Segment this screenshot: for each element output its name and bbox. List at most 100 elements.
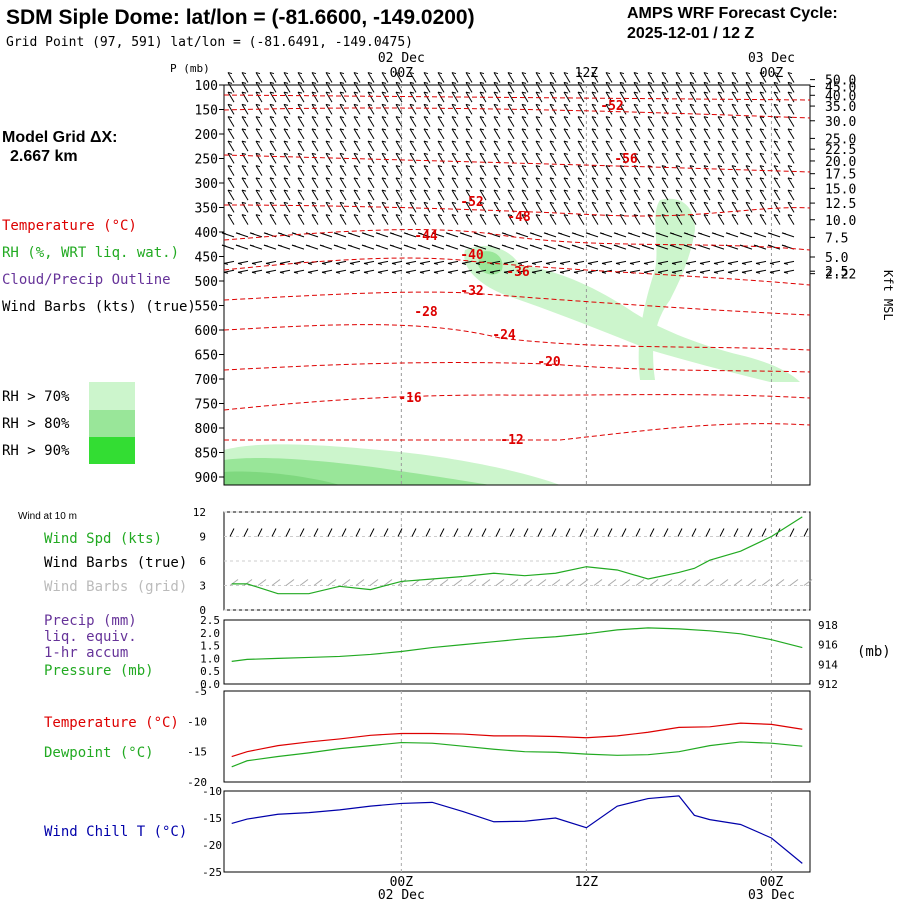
wind-barb <box>703 103 711 115</box>
wind-barb <box>347 232 361 238</box>
wind-barb <box>773 72 781 83</box>
wind-barb <box>549 189 557 201</box>
wind-barb <box>689 128 697 140</box>
pressure-tick-label: 750 <box>195 398 218 413</box>
wind-barb <box>297 81 305 93</box>
precip-label-2: liq. equiv. <box>44 629 137 645</box>
wind-barb <box>683 244 697 250</box>
wind-barb <box>689 72 697 83</box>
wind-barb <box>459 244 473 250</box>
wind-barb <box>311 116 319 127</box>
wind-barb <box>627 232 641 238</box>
wind-barb <box>745 189 753 201</box>
model-grid-value: 2.667 km <box>10 148 78 165</box>
wind-barb <box>529 244 543 250</box>
wind-barb <box>461 269 473 274</box>
wind-barb <box>451 91 459 103</box>
height-tick-label: 15.0 <box>825 182 856 197</box>
wind-barb-true <box>537 528 543 537</box>
wind-barb <box>563 201 571 213</box>
wind-barb <box>241 214 249 225</box>
wind-barb <box>717 177 725 189</box>
wind-speed-label: Wind Spd (kts) <box>44 531 162 547</box>
wind-barb <box>605 165 613 176</box>
wind-barb <box>321 269 333 274</box>
wind-barb <box>633 91 641 103</box>
wind-barb <box>633 189 641 201</box>
wind-barb <box>605 214 613 225</box>
wind-barb-true <box>551 528 557 537</box>
wind-barb <box>493 214 501 225</box>
wind-barb <box>507 103 515 115</box>
wind-barb <box>641 232 655 238</box>
wind-barb <box>423 165 431 176</box>
wind-barb <box>375 244 389 250</box>
wind-barb <box>675 201 683 213</box>
wind-barb <box>437 214 445 225</box>
height-tick-label: 22.5 <box>825 143 856 158</box>
wind-barb <box>241 152 249 164</box>
pressure-tick: 916 <box>818 639 838 652</box>
wind-barb-grid <box>299 579 309 586</box>
wind-barb <box>577 152 585 164</box>
wind-barb <box>535 116 543 127</box>
wind-barb <box>759 140 767 152</box>
wind-barb <box>367 152 375 164</box>
wind-barb <box>255 214 263 225</box>
wind-barb <box>493 165 501 176</box>
wind-barb <box>395 177 403 189</box>
wind-barb <box>465 81 473 93</box>
wind-barb <box>409 214 417 225</box>
wind-barb <box>445 244 459 250</box>
wind-barb <box>619 72 627 83</box>
wind-barb <box>367 165 375 176</box>
wind-barb <box>459 232 473 238</box>
wind-speed-tick: 3 <box>199 580 206 593</box>
wind-barb <box>363 269 375 274</box>
wind-barb-true <box>579 528 585 537</box>
wind-barb <box>703 201 711 213</box>
wind-barb-grid <box>551 579 561 586</box>
wind-barb <box>409 81 417 93</box>
wind-barb <box>647 81 655 93</box>
wind-barb <box>577 103 585 115</box>
wind-barb <box>451 116 459 127</box>
forecast-cycle-title: AMPS WRF Forecast Cycle: <box>627 5 838 22</box>
wind-barb <box>307 269 319 274</box>
legend-temperature: Temperature (°C) <box>2 218 137 234</box>
wind-barb <box>389 244 403 250</box>
wind-barb <box>297 140 305 152</box>
wind-barb <box>507 72 515 83</box>
wind-barb <box>339 152 347 164</box>
precip-tick: 1.5 <box>200 640 220 653</box>
wind-barb <box>269 140 277 152</box>
wind-barb <box>605 81 613 93</box>
wind-barb <box>409 177 417 189</box>
wind-barb-grid <box>621 579 631 586</box>
wind-barb <box>451 103 459 115</box>
wind-barb <box>353 214 361 225</box>
wind-barb <box>405 260 417 265</box>
wind-barb <box>269 116 277 127</box>
wind-barb <box>605 128 613 140</box>
wind-barb-grid <box>607 579 617 586</box>
wind-barb <box>613 232 627 238</box>
wind-barb <box>591 91 599 103</box>
wind-barb <box>559 260 571 265</box>
wind-barb <box>241 128 249 140</box>
wind-barb <box>619 103 627 115</box>
wind-barb <box>675 91 683 103</box>
wind-barb <box>465 116 473 127</box>
wind-barb <box>545 260 557 265</box>
wind-barb <box>367 81 375 93</box>
wind-barb <box>563 165 571 176</box>
wind-barb <box>381 116 389 127</box>
wind-barb <box>479 81 487 93</box>
wind-barb <box>241 177 249 189</box>
temperature-label: -36 <box>506 265 530 280</box>
wind-barb <box>311 189 319 201</box>
wind-barb <box>367 128 375 140</box>
temp-dewpoint-panel: Temperature (°C) Dewpoint (°C) -5 -10 -15 -… <box>44 685 811 789</box>
wind-barb <box>689 103 697 115</box>
wind-barb <box>255 152 263 164</box>
